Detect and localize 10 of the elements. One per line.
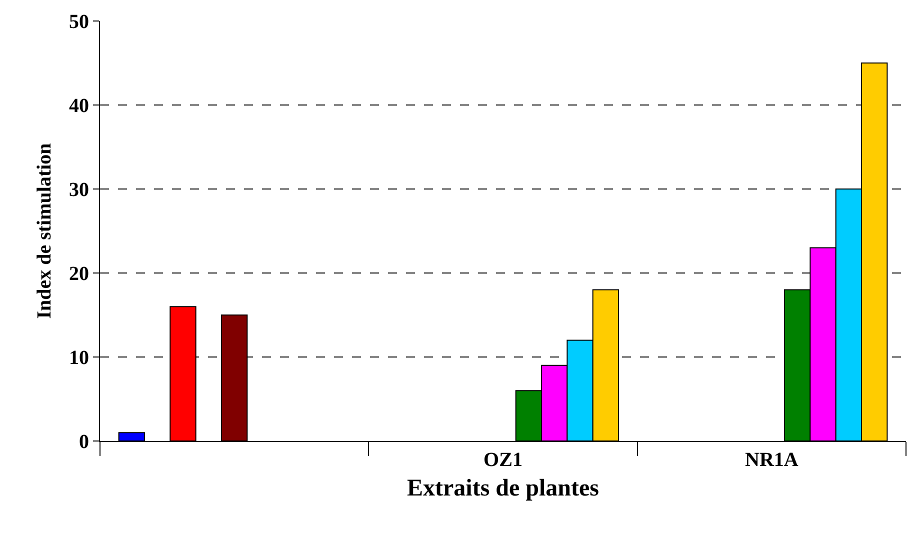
x-tick-label: OZ1 xyxy=(484,449,522,471)
x-axis-title: Extraits de plantes xyxy=(407,475,599,502)
y-axis-title: Index de stimulation xyxy=(34,143,56,319)
y-tick-label: 50 xyxy=(69,11,89,33)
x-tick-label: NR1A xyxy=(745,449,799,471)
y-tick-label: 30 xyxy=(69,179,89,201)
y-tick-label: 40 xyxy=(69,95,89,117)
y-tick-label: 0 xyxy=(79,431,89,453)
y-tick-label: 20 xyxy=(69,263,89,285)
y-tick-label: 10 xyxy=(69,347,89,369)
